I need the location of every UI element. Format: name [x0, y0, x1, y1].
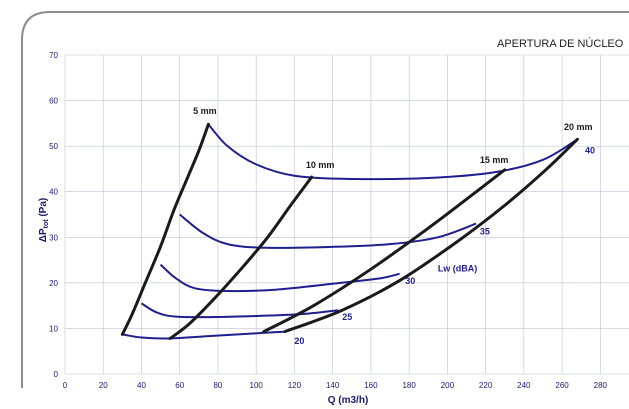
y-axis-title: ΔPtot (Pa): [38, 198, 50, 242]
noise-label: 20: [294, 336, 304, 346]
y-tick-label: 10: [49, 324, 58, 333]
noise-label: 35: [480, 227, 490, 237]
opening-label: 15 mm: [480, 155, 509, 165]
x-tick-label: 140: [326, 381, 340, 390]
y-tick-label: 20: [49, 279, 58, 288]
grid: [64, 54, 629, 375]
y-tick-label: 0: [54, 370, 59, 379]
noise-line-40: [207, 123, 578, 181]
x-tick-label: 180: [402, 381, 416, 390]
x-axis-title: Q (m3/h): [328, 395, 369, 406]
x-tick-label: 100: [250, 381, 264, 390]
opening-line-10-mm: [168, 175, 314, 340]
x-tick-label: 20: [99, 381, 108, 390]
x-tick-labels: 0204060801001201401601802002202402602803: [63, 381, 608, 390]
x-tick-label: 260: [555, 381, 569, 390]
noise-line-25: [140, 302, 339, 319]
y-axis-title-subscript: tot: [43, 219, 50, 229]
y-tick-label: 70: [49, 51, 58, 60]
noise-line-30: [159, 263, 400, 293]
x-tick-label: 120: [288, 381, 302, 390]
noise-line-20: [122, 330, 285, 340]
x-tick-label: 40: [137, 381, 146, 390]
noise-label: 25: [342, 312, 352, 322]
noise-label: 30: [405, 276, 415, 286]
opening-line-15-mm: [262, 168, 507, 334]
opening-label: 20 mm: [564, 122, 593, 132]
x-tick-label: 280: [594, 381, 608, 390]
noise-line-35: [179, 213, 477, 249]
opening-label: 5 mm: [193, 106, 217, 116]
y-tick-label: 40: [49, 188, 58, 197]
y-tick-labels: 0 10 20 30 40 50 60 70: [49, 51, 58, 379]
x-tick-label: 60: [175, 381, 184, 390]
y-axis-title-unit: (Pa): [38, 198, 49, 220]
y-tick-label: 50: [49, 142, 58, 151]
y-tick-label: 60: [49, 97, 58, 106]
x-tick-label: 200: [441, 381, 455, 390]
noise-label: 40: [585, 145, 595, 155]
opening-line-20-mm: [283, 137, 579, 334]
x-tick-label: 240: [517, 381, 531, 390]
x-tick-label: 160: [364, 381, 378, 390]
opening-label: 10 mm: [306, 160, 335, 170]
chart-frame: [21, 11, 629, 388]
x-tick-label: 220: [479, 381, 493, 390]
chart-title: APERTURA DE NÚCLEO: [497, 37, 624, 50]
noise-unit-label: Lw (dBA): [438, 263, 478, 273]
x-tick-label: 80: [213, 381, 222, 390]
y-axis-title-symbol: ΔP: [38, 228, 49, 242]
series-group: [120, 122, 579, 340]
opening-line-5-mm: [120, 122, 210, 336]
x-tick-label: 0: [63, 381, 68, 390]
y-tick-label: 30: [49, 233, 58, 242]
series-labels: 5 mm 10 mm 15 mm 20 mm 20 25 30 35 40 Lw (dBA): [193, 106, 595, 346]
